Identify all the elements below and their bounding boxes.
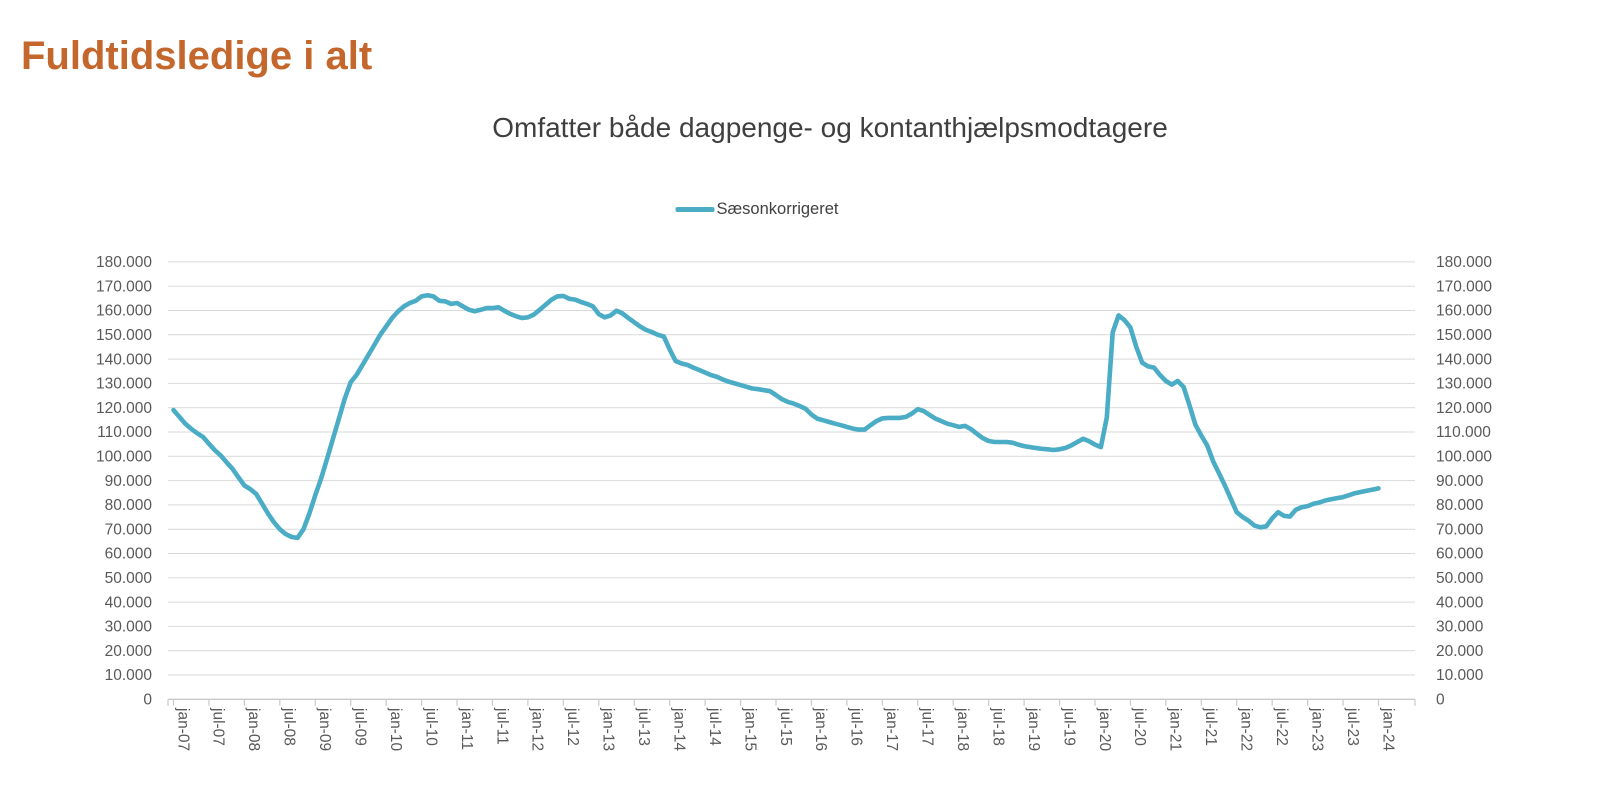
svg-text:jul-08: jul-08 (281, 707, 298, 746)
svg-text:140.000: 140.000 (1436, 351, 1492, 368)
y-axis-labels-right: 0 10.000 20.000 30.000 40.000 50.000 60.000 70.… (1436, 254, 1492, 708)
svg-text:40.000: 40.000 (105, 594, 153, 611)
legend-line-swatch-icon (675, 207, 715, 212)
svg-text:jul-16: jul-16 (848, 707, 865, 746)
svg-text:jan-21: jan-21 (1167, 707, 1184, 751)
svg-text:jul-23: jul-23 (1344, 707, 1361, 746)
svg-text:110.000: 110.000 (97, 424, 152, 441)
svg-text:jan-17: jan-17 (883, 707, 900, 751)
svg-text:jul-11: jul-11 (493, 707, 510, 745)
svg-text:jul-21: jul-21 (1202, 707, 1219, 746)
y-gridlines (168, 261, 1415, 676)
legend-series-label: Sæsonkorrigeret (716, 200, 839, 218)
svg-text:jan-16: jan-16 (812, 707, 829, 751)
svg-text:30.000: 30.000 (1436, 619, 1484, 636)
svg-text:50.000: 50.000 (1436, 570, 1484, 587)
svg-text:30.000: 30.000 (105, 619, 153, 636)
svg-text:jan-11: jan-11 (458, 707, 475, 750)
svg-text:180.000: 180.000 (96, 254, 152, 271)
svg-text:160.000: 160.000 (96, 303, 152, 320)
svg-text:jan-10: jan-10 (387, 707, 404, 751)
svg-text:0: 0 (1436, 692, 1445, 709)
svg-text:110.000: 110.000 (1436, 424, 1491, 441)
svg-text:jan-23: jan-23 (1308, 707, 1325, 751)
svg-text:jan-12: jan-12 (529, 707, 546, 751)
svg-text:130.000: 130.000 (1436, 376, 1492, 393)
svg-text:160.000: 160.000 (1436, 303, 1492, 320)
svg-text:10.000: 10.000 (105, 667, 153, 684)
svg-text:180.000: 180.000 (1436, 254, 1492, 271)
svg-text:jan-24: jan-24 (1379, 707, 1396, 751)
svg-text:120.000: 120.000 (1436, 400, 1492, 417)
svg-text:jul-17: jul-17 (919, 707, 936, 746)
svg-text:120.000: 120.000 (96, 400, 152, 417)
svg-text:170.000: 170.000 (1436, 278, 1492, 295)
svg-text:jan-22: jan-22 (1238, 707, 1255, 751)
svg-text:jul-15: jul-15 (777, 707, 794, 746)
svg-text:jan-08: jan-08 (245, 707, 262, 751)
chart-subtitle: Omfatter både dagpenge- og kontanthjælps… (492, 112, 1168, 143)
svg-text:70.000: 70.000 (1436, 521, 1484, 538)
chart-legend: Sæsonkorrigeret (675, 200, 839, 219)
svg-text:100.000: 100.000 (96, 449, 152, 466)
svg-text:60.000: 60.000 (105, 546, 153, 563)
svg-text:jul-07: jul-07 (210, 707, 227, 746)
svg-text:jul-20: jul-20 (1131, 707, 1148, 746)
svg-text:jul-18: jul-18 (989, 707, 1006, 746)
svg-text:50.000: 50.000 (105, 570, 153, 587)
svg-text:jul-22: jul-22 (1273, 707, 1290, 746)
svg-text:jul-14: jul-14 (706, 707, 723, 746)
svg-text:jan-14: jan-14 (671, 707, 688, 751)
svg-text:jan-07: jan-07 (174, 707, 191, 751)
svg-text:jan-20: jan-20 (1096, 707, 1113, 751)
series-line-saesonkorrigeret (171, 292, 1381, 541)
svg-text:jul-19: jul-19 (1060, 707, 1077, 746)
x-axis-labels: jan-07 jul-07 jan-08 jul-08 jan-09 jul-09 jan-… (174, 707, 1396, 751)
svg-text:jan-09: jan-09 (316, 707, 333, 751)
svg-text:80.000: 80.000 (105, 497, 153, 514)
svg-text:0: 0 (143, 692, 152, 709)
svg-text:150.000: 150.000 (1436, 327, 1492, 344)
svg-text:jul-13: jul-13 (635, 707, 652, 746)
svg-text:140.000: 140.000 (96, 351, 152, 368)
svg-text:130.000: 130.000 (96, 376, 152, 393)
svg-text:170.000: 170.000 (96, 278, 152, 295)
svg-text:jan-18: jan-18 (954, 707, 971, 751)
svg-text:jul-09: jul-09 (352, 707, 369, 746)
svg-text:10.000: 10.000 (1436, 667, 1484, 684)
svg-text:60.000: 60.000 (1436, 546, 1484, 563)
svg-text:jul-12: jul-12 (564, 707, 581, 746)
svg-text:70.000: 70.000 (105, 521, 153, 538)
page-title: Fuldtidsledige i alt (21, 34, 373, 78)
x-axis-ticks (167, 699, 1416, 706)
svg-text:jan-19: jan-19 (1025, 707, 1042, 751)
svg-text:90.000: 90.000 (1436, 473, 1484, 490)
svg-text:jan-13: jan-13 (600, 707, 617, 751)
svg-text:40.000: 40.000 (1436, 594, 1484, 611)
y-axis-labels-left: 0 10.000 20.000 30.000 40.000 50.000 60.000 70.… (96, 254, 152, 708)
svg-text:jul-10: jul-10 (422, 707, 439, 746)
svg-text:90.000: 90.000 (105, 473, 153, 490)
svg-text:20.000: 20.000 (105, 643, 153, 660)
svg-text:jan-15: jan-15 (741, 707, 758, 751)
svg-text:150.000: 150.000 (96, 327, 152, 344)
svg-text:100.000: 100.000 (1436, 449, 1492, 466)
svg-text:80.000: 80.000 (1436, 497, 1484, 514)
svg-text:20.000: 20.000 (1436, 643, 1484, 660)
